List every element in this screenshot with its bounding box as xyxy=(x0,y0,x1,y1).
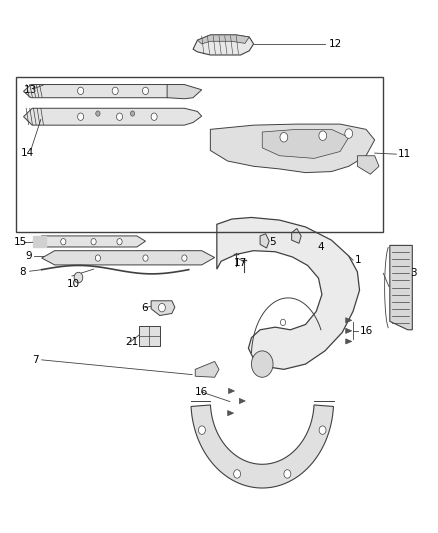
Polygon shape xyxy=(390,245,412,330)
Circle shape xyxy=(74,272,83,283)
Polygon shape xyxy=(151,301,175,316)
Text: 5: 5 xyxy=(269,237,276,247)
Polygon shape xyxy=(229,389,235,393)
Text: 16: 16 xyxy=(360,326,373,336)
Circle shape xyxy=(117,113,123,120)
Circle shape xyxy=(280,133,288,142)
Text: 6: 6 xyxy=(141,303,148,313)
Text: 13: 13 xyxy=(24,85,37,95)
Text: 4: 4 xyxy=(318,242,324,252)
Text: 1: 1 xyxy=(354,255,361,265)
Polygon shape xyxy=(239,398,245,403)
Text: 10: 10 xyxy=(67,279,80,289)
Circle shape xyxy=(182,255,187,261)
Polygon shape xyxy=(262,130,349,158)
Circle shape xyxy=(251,351,273,377)
Polygon shape xyxy=(346,328,352,334)
Circle shape xyxy=(319,131,327,140)
Circle shape xyxy=(117,239,122,245)
Polygon shape xyxy=(33,236,46,247)
Circle shape xyxy=(78,87,84,94)
Text: 21: 21 xyxy=(125,337,138,348)
Polygon shape xyxy=(33,236,145,247)
Polygon shape xyxy=(167,85,202,99)
Circle shape xyxy=(284,470,291,478)
Circle shape xyxy=(131,111,134,116)
Circle shape xyxy=(61,239,66,245)
Polygon shape xyxy=(24,108,202,125)
Circle shape xyxy=(142,87,148,94)
Circle shape xyxy=(198,426,205,434)
Polygon shape xyxy=(191,405,333,488)
Text: 8: 8 xyxy=(19,267,26,277)
Text: 3: 3 xyxy=(410,268,417,278)
Polygon shape xyxy=(292,229,301,243)
Polygon shape xyxy=(198,35,249,44)
Circle shape xyxy=(319,426,326,434)
Circle shape xyxy=(96,111,100,116)
Polygon shape xyxy=(210,124,374,173)
Bar xyxy=(16,77,383,232)
Text: 11: 11 xyxy=(398,149,411,159)
Circle shape xyxy=(345,129,353,139)
Circle shape xyxy=(233,470,240,478)
Text: 14: 14 xyxy=(21,148,34,158)
Text: 16: 16 xyxy=(195,386,208,397)
Circle shape xyxy=(280,319,286,326)
Circle shape xyxy=(91,239,96,245)
Text: 7: 7 xyxy=(32,355,39,365)
Polygon shape xyxy=(357,156,379,174)
Polygon shape xyxy=(228,410,234,416)
Polygon shape xyxy=(346,339,352,344)
Polygon shape xyxy=(24,85,184,98)
Text: 12: 12 xyxy=(329,39,343,50)
Circle shape xyxy=(78,113,84,120)
Polygon shape xyxy=(260,234,269,248)
Text: 15: 15 xyxy=(14,237,27,247)
Bar xyxy=(139,326,160,345)
Circle shape xyxy=(143,255,148,261)
Text: 17: 17 xyxy=(234,258,247,268)
Circle shape xyxy=(151,113,157,120)
Circle shape xyxy=(159,303,166,312)
Polygon shape xyxy=(195,361,219,377)
Circle shape xyxy=(112,87,118,94)
Circle shape xyxy=(95,255,100,261)
Polygon shape xyxy=(346,318,352,323)
Polygon shape xyxy=(42,251,215,265)
PathPatch shape xyxy=(217,217,360,369)
Polygon shape xyxy=(193,35,254,55)
Text: 9: 9 xyxy=(25,252,32,262)
